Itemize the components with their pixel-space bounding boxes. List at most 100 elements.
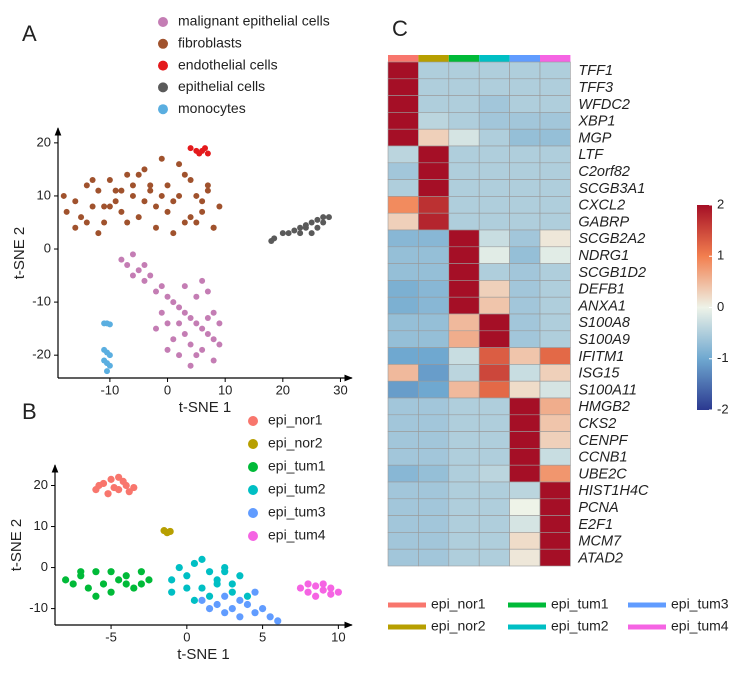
- row-label: SCGB2A2: [578, 231, 645, 247]
- point: [89, 203, 96, 210]
- heatmap-cell: [387, 61, 419, 80]
- point: [210, 224, 217, 231]
- heatmap-cell: [539, 532, 571, 550]
- point: [243, 592, 252, 600]
- point: [112, 198, 119, 205]
- x-axis-title: t-SNE 1: [177, 646, 230, 663]
- heatmap-cell: [539, 263, 571, 281]
- heatmap-cell: [509, 532, 541, 550]
- colorbar-tick-label: -2: [717, 401, 729, 416]
- column-annotation: [540, 55, 571, 62]
- heatmap-cell: [539, 330, 571, 348]
- point: [193, 320, 200, 327]
- legend-swatch: [158, 17, 168, 27]
- point: [205, 568, 214, 576]
- row-label: C2orf82: [578, 164, 630, 180]
- point: [78, 214, 85, 221]
- heatmap-cell: [448, 464, 480, 483]
- heatmap-cell: [418, 380, 450, 399]
- legend-label: epi_tum1: [268, 458, 326, 474]
- point: [325, 214, 332, 221]
- heatmap-cell: [387, 112, 419, 130]
- heatmap-cell: [387, 212, 419, 231]
- point: [187, 362, 194, 369]
- column-annotation: [448, 55, 480, 62]
- point: [196, 150, 203, 157]
- point: [199, 208, 206, 215]
- x-tick-label: 10: [331, 629, 345, 644]
- point: [187, 145, 194, 152]
- legend-label: epi_tum3: [671, 596, 729, 612]
- row-label: NDRG1: [578, 248, 629, 264]
- x-tick-label: 10: [218, 382, 232, 397]
- legend-swatch: [158, 82, 168, 93]
- heatmap-cell: [539, 364, 571, 382]
- colorbar-tick-label: 1: [717, 248, 724, 263]
- heatmap-cell: [509, 448, 541, 466]
- heatmap-cell: [539, 196, 571, 214]
- row-label: UBE2C: [578, 466, 627, 482]
- heatmap-cell: [539, 246, 571, 264]
- point: [104, 368, 110, 375]
- point: [118, 256, 125, 263]
- point: [193, 219, 200, 226]
- legend-label: epi_tum1: [551, 596, 609, 612]
- heatmap-cell: [418, 431, 450, 449]
- point: [170, 230, 177, 237]
- heatmap-cell: [387, 78, 419, 96]
- heatmap-cell: [448, 296, 480, 315]
- heatmap-cell: [448, 414, 480, 432]
- heatmap-cell: [387, 229, 419, 248]
- point: [205, 604, 214, 613]
- heatmap-cell: [478, 145, 510, 164]
- heatmap-cell: [478, 431, 510, 449]
- heatmap-cell: [418, 448, 450, 466]
- point: [153, 288, 159, 295]
- heatmap-cell: [418, 246, 450, 264]
- heatmap-cell: [478, 347, 510, 365]
- point: [89, 177, 96, 184]
- y-tick-label: 0: [41, 559, 48, 574]
- point: [101, 203, 108, 210]
- point: [181, 219, 188, 226]
- heatmap-cell: [387, 128, 419, 147]
- point: [319, 580, 327, 588]
- heatmap-cell: [539, 313, 571, 332]
- heatmap-cell: [478, 112, 510, 130]
- heatmap-cell: [418, 229, 450, 248]
- heatmap-cell: [539, 128, 571, 147]
- point: [166, 527, 174, 536]
- heatmap-cell: [478, 296, 510, 315]
- y-tick-label: -10: [32, 294, 51, 309]
- point: [190, 596, 199, 604]
- y-tick-label: 0: [44, 240, 51, 255]
- point: [204, 182, 211, 189]
- heatmap-cell: [539, 78, 571, 96]
- heatmap-cell: [387, 162, 419, 180]
- heatmap-cell: [509, 296, 541, 315]
- y-tick-label: 10: [34, 518, 48, 533]
- x-tick-label: -5: [105, 629, 117, 644]
- point: [115, 576, 123, 584]
- row-label: S100A8: [578, 315, 630, 331]
- point: [95, 187, 102, 194]
- point: [164, 346, 171, 353]
- point: [92, 568, 100, 576]
- row-label: WFDC2: [578, 97, 630, 113]
- heatmap-cell: [448, 481, 480, 500]
- heatmap-cell: [448, 112, 480, 130]
- point: [118, 187, 125, 194]
- point: [125, 488, 133, 496]
- heatmap-cell: [539, 145, 571, 164]
- point: [199, 325, 206, 332]
- heatmap-cell: [478, 380, 510, 399]
- point: [213, 576, 221, 584]
- legend-swatch: [248, 416, 258, 426]
- heatmap-cell: [448, 212, 480, 231]
- heatmap-cell: [448, 380, 480, 399]
- heatmap-cell: [418, 196, 450, 214]
- point: [170, 198, 177, 205]
- point: [164, 293, 171, 300]
- point: [296, 584, 305, 592]
- row-label: S100A9: [578, 332, 630, 348]
